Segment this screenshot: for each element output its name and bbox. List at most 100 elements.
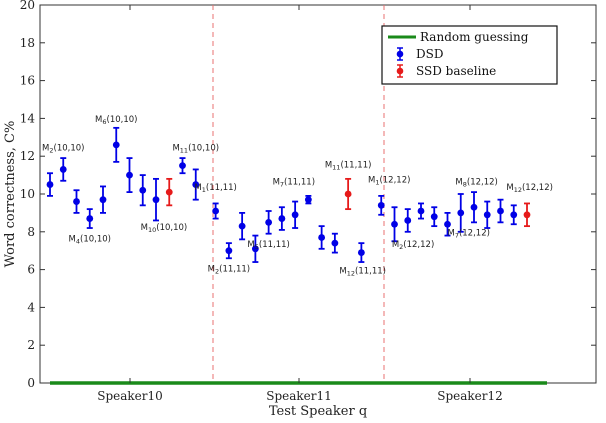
annotation-base: M xyxy=(392,240,399,250)
dsd-point xyxy=(391,206,398,243)
dsd-point xyxy=(497,198,504,224)
legend-ssd-label: SSD baseline xyxy=(416,64,496,78)
annotation-pair: (10,10) xyxy=(80,234,111,244)
annotation-base: M xyxy=(447,229,454,239)
dsd-point xyxy=(112,126,120,163)
dsd-marker xyxy=(404,217,412,224)
dsd-point xyxy=(86,208,94,229)
annotation-subscript: 2 xyxy=(215,267,219,275)
annotation-base: M xyxy=(455,178,462,188)
dsd-marker xyxy=(192,181,200,188)
annotation-base: M xyxy=(208,264,215,274)
point-annotation: M11(10,10) xyxy=(172,144,219,155)
dsd-marker xyxy=(470,203,478,211)
dsd-marker xyxy=(417,207,425,215)
annotation-pair: (11,11) xyxy=(355,266,386,276)
annotation-pair: (12,12) xyxy=(522,183,553,193)
dsd-point xyxy=(457,193,465,233)
annotation-pair: (11,11) xyxy=(284,178,315,188)
dsd-point xyxy=(46,172,54,197)
dsd-marker xyxy=(430,213,438,221)
annotation-pair: (10,10) xyxy=(54,144,85,154)
annotation-pair: (11,11) xyxy=(259,240,290,250)
ssd-baseline-marker xyxy=(523,211,531,219)
x-group-labels: Speaker10 Speaker11 Speaker12 xyxy=(97,5,503,403)
dsd-point xyxy=(510,204,518,226)
annotation-pair: (11,11) xyxy=(206,183,237,193)
point-annotation: M7(11,11) xyxy=(273,178,315,189)
dsd-point xyxy=(430,206,438,228)
dsd-marker xyxy=(357,249,365,256)
annotation-subscript: 12 xyxy=(514,186,522,194)
dsd-point xyxy=(192,168,200,201)
annotation-pair: (12,12) xyxy=(467,178,498,188)
point-annotation: M6(10,10) xyxy=(95,115,137,126)
ssd-baseline-point xyxy=(344,177,352,211)
y-tick-label: 6 xyxy=(27,263,35,277)
legend-random-label: Random guessing xyxy=(420,30,529,44)
dsd-point xyxy=(99,185,107,214)
y-axis-title-text: Word correctness, C% xyxy=(3,121,18,268)
dsd-point xyxy=(444,211,451,237)
annotations-layer: M2(10,10)M4(10,10)M6(10,10)M10(10,10)M11… xyxy=(42,115,553,277)
y-tick-label: 2 xyxy=(27,338,35,352)
annotation-pair: (12,12) xyxy=(459,229,490,239)
annotation-base: M xyxy=(141,223,148,233)
dsd-marker xyxy=(444,220,451,228)
annotation-base: M xyxy=(69,234,76,244)
ssd-baseline-point xyxy=(165,177,173,207)
dsd-marker xyxy=(510,211,518,219)
dsd-point xyxy=(318,225,326,250)
point-annotation: M2(12,12) xyxy=(392,240,434,251)
annotation-base: M xyxy=(273,178,280,188)
point-annotation: M1(12,12) xyxy=(368,176,410,187)
y-tick-label: 8 xyxy=(27,225,35,239)
dsd-marker xyxy=(112,141,120,149)
annotation-subscript: 1 xyxy=(375,179,379,187)
dsd-point xyxy=(377,194,385,216)
annotation-base: M xyxy=(368,176,375,186)
annotation-subscript: 4 xyxy=(76,237,80,245)
legend-dsd-label: DSD xyxy=(416,47,443,61)
annotation-pair: (12,12) xyxy=(403,240,434,250)
annotation-subscript: 11 xyxy=(180,147,188,155)
dsd-point xyxy=(238,211,246,241)
dsd-marker xyxy=(278,215,286,222)
dsd-marker xyxy=(483,211,491,219)
dsd-point xyxy=(251,234,259,263)
point-annotation: M8(12,12) xyxy=(455,178,497,189)
point-annotation: M11(11,11) xyxy=(325,161,372,172)
dsd-marker xyxy=(212,207,220,215)
annotation-base: M xyxy=(172,144,179,154)
legend-ssd-marker xyxy=(396,64,404,78)
dsd-marker xyxy=(179,162,186,170)
dsd-point xyxy=(404,208,412,233)
dsd-marker xyxy=(152,196,160,204)
dsd-marker xyxy=(291,211,299,219)
dsd-marker xyxy=(225,247,233,255)
x-axis-title: Test Speaker q xyxy=(269,404,367,419)
y-tick-label: 0 xyxy=(27,376,35,390)
y-tick-label: 14 xyxy=(20,111,36,125)
annotation-pair: (11,11) xyxy=(219,264,250,274)
annotation-pair: (10,10) xyxy=(156,223,187,233)
dsd-marker xyxy=(238,222,246,230)
dsd-point xyxy=(139,174,147,207)
annotation-subscript: 12 xyxy=(347,269,355,277)
point-annotation: M7(12,12) xyxy=(447,229,489,240)
dsd-point xyxy=(291,200,299,229)
y-tick-label: 10 xyxy=(20,187,35,201)
annotation-base: M xyxy=(339,266,346,276)
x-group-label: Speaker10 xyxy=(97,389,163,403)
ssd-baseline-marker xyxy=(344,190,352,198)
point-annotation: M2(11,11) xyxy=(208,264,250,275)
dsd-marker xyxy=(318,234,326,241)
point-annotation: M4(10,10) xyxy=(69,234,111,245)
annotation-base: M xyxy=(42,144,49,154)
dsd-point xyxy=(331,232,339,254)
annotation-subscript: 10 xyxy=(148,226,156,234)
annotation-pair: (10,10) xyxy=(107,115,138,125)
dsd-point xyxy=(483,200,491,229)
annotation-base: M xyxy=(95,115,102,125)
